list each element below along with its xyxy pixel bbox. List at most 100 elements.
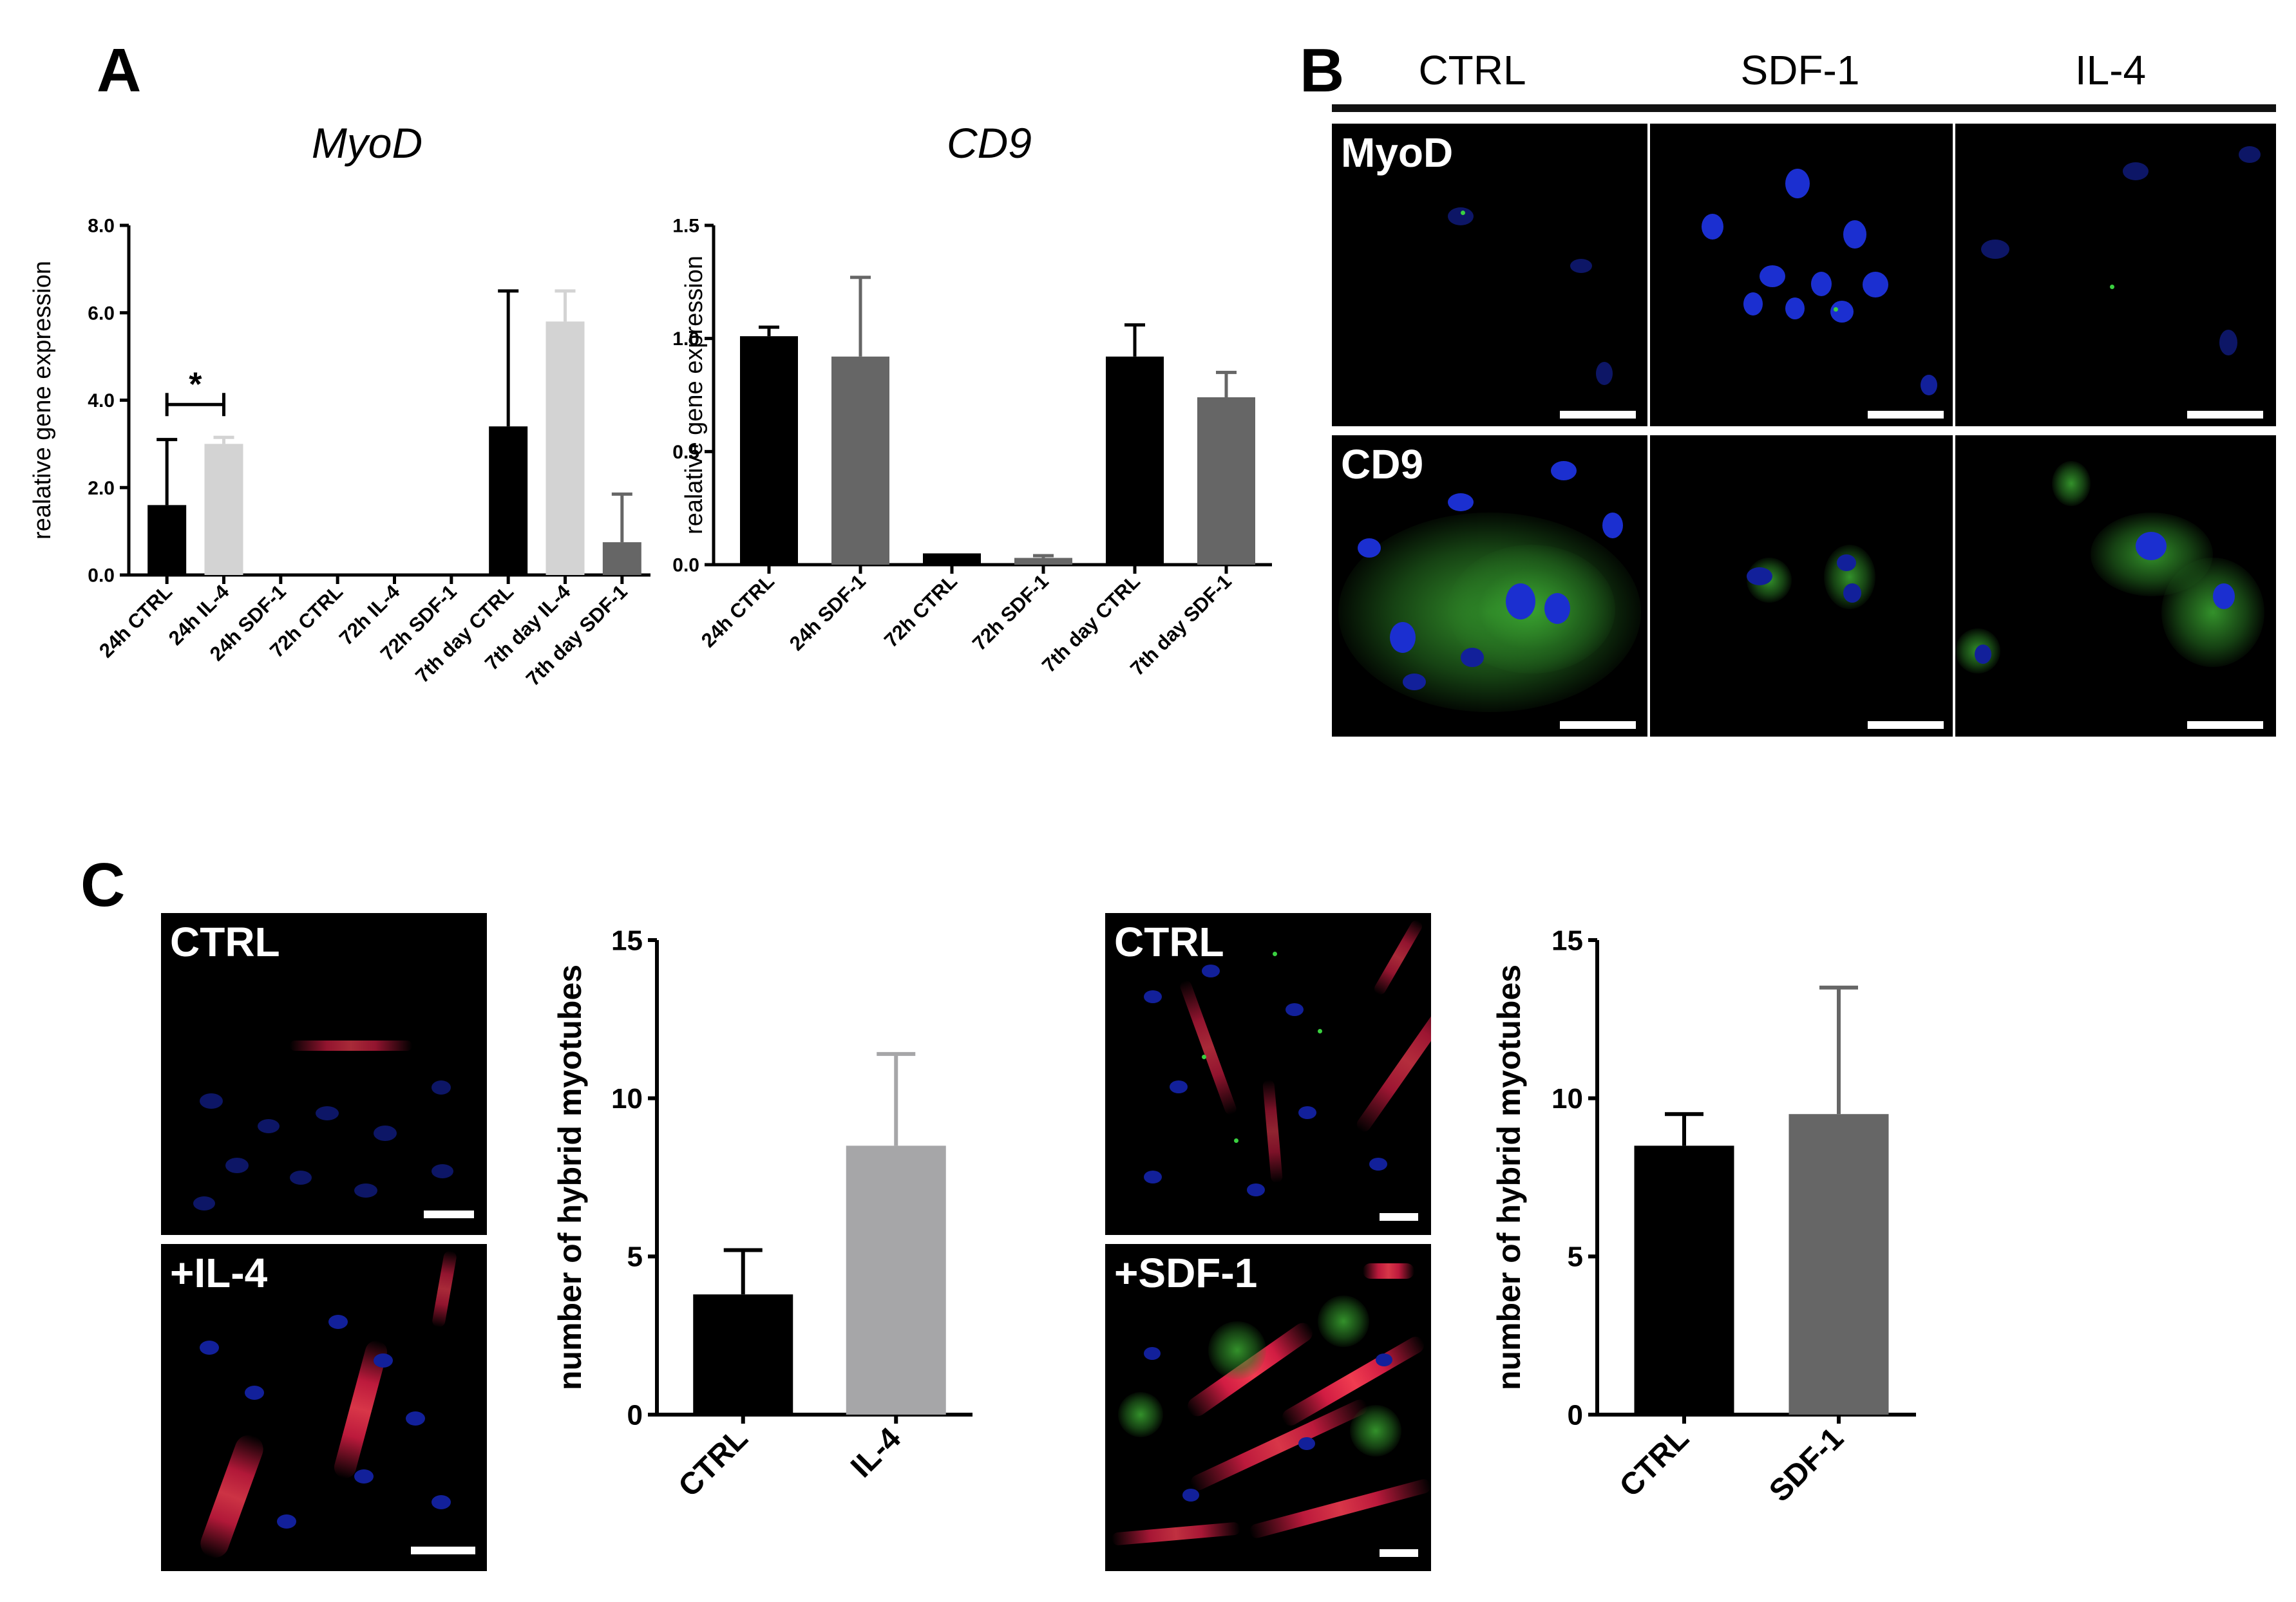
green-dot (1202, 1055, 1206, 1059)
myod-y-tick-label: 0.0 (88, 565, 115, 587)
il4-y-tick-label: 10 (611, 1083, 643, 1115)
nucleus (200, 1341, 219, 1355)
nucleus (1843, 220, 1866, 249)
nucleus (1785, 297, 1805, 319)
nucleus (193, 1196, 215, 1211)
nucleus (2239, 146, 2261, 163)
cd9-stain (2161, 558, 2264, 667)
nucleus (1975, 645, 1991, 664)
nucleus (245, 1386, 264, 1400)
nucleus (1760, 265, 1785, 287)
myotube (196, 1431, 267, 1562)
myotube (1354, 989, 1431, 1135)
cd9-y-axis-label: realative gene expression (681, 256, 708, 534)
micrograph-myod-sdf1 (1650, 124, 1953, 426)
nucleus (1448, 207, 1474, 225)
micrograph-c-sdf1: +SDF-1 (1105, 1244, 1431, 1571)
scale-bar (411, 1547, 475, 1554)
sdf1-y-tick-label: 0 (1568, 1399, 1583, 1431)
nucleus (1298, 1106, 1316, 1119)
micrograph-label: CTRL (1114, 919, 1224, 965)
scale-bar (424, 1211, 474, 1218)
nucleus (1785, 169, 1810, 198)
nucleus (1247, 1183, 1265, 1196)
nucleus (1506, 583, 1535, 619)
cd9-bar (1014, 558, 1072, 565)
myod-bar (204, 444, 243, 575)
cd9-category-label: 72h SDF-1 (968, 570, 1053, 655)
myotube (290, 1041, 412, 1051)
il4-category-label: CTRL (672, 1421, 755, 1503)
nucleus (277, 1514, 296, 1529)
myod-category-label: 7th day CTRL (411, 580, 518, 687)
nucleus (316, 1106, 339, 1120)
nucleus (1170, 1080, 1188, 1093)
nucleus (1144, 990, 1162, 1003)
micrograph-myod-ctrl: MyoD (1332, 124, 1647, 426)
nucleus (328, 1315, 348, 1329)
green-dot (1834, 307, 1838, 312)
micrograph-cd9-il4 (1955, 435, 2276, 737)
nucleus (1843, 583, 1861, 603)
cd9-bar (1197, 397, 1255, 565)
myod-significance-label: * (189, 366, 202, 403)
green-dot (2110, 285, 2114, 289)
sdf1-category-label: SDF-1 (1763, 1421, 1850, 1509)
cd9-bar (1106, 356, 1164, 565)
green-dot (1318, 1029, 1322, 1033)
scale-bar (1868, 411, 1944, 419)
nucleus (1448, 493, 1474, 511)
panelb-col-ctrl: CTRL (1418, 47, 1526, 93)
sdf1-category-label: CTRL (1613, 1421, 1696, 1503)
micrograph-label: CD9 (1341, 441, 1424, 487)
cd9-category-label: 72h CTRL (880, 570, 962, 652)
micrograph-c-ctrl-left: CTRL (161, 913, 487, 1235)
nucleus (1286, 1003, 1304, 1016)
il4-bar (693, 1294, 793, 1415)
nucleus (1570, 259, 1592, 273)
nucleus (1811, 272, 1832, 296)
sdf1-stain (1350, 1405, 1401, 1456)
nucleus (1202, 965, 1220, 977)
nucleus (2123, 162, 2149, 180)
cd9-bar (740, 336, 798, 565)
panel-letter-b: B (1300, 36, 1345, 105)
panelb-col-il4: IL-4 (2074, 47, 2147, 93)
il4-y-axis-label: number of hybrid myotubes (552, 965, 588, 1390)
myod-chart-title: MyoD (312, 119, 422, 167)
panel-letter-c: C (81, 851, 126, 919)
myotube (1248, 1477, 1431, 1540)
myotube (1178, 979, 1238, 1117)
nucleus (1358, 538, 1381, 558)
nucleus (1863, 272, 1888, 297)
panel-letter-a: A (97, 36, 142, 105)
myotube (1111, 1522, 1241, 1546)
myod-category-label: 24h CTRL (95, 580, 176, 662)
green-dot (1461, 211, 1465, 215)
nucleus (1747, 567, 1772, 585)
cd9-y-tick-label: 1.0 (672, 328, 699, 350)
micrograph-label: CTRL (170, 919, 280, 965)
nucleus (1182, 1489, 1199, 1502)
myod-y-tick-label: 2.0 (88, 478, 115, 499)
myotube (1262, 1079, 1283, 1183)
il4-category-label: IL-4 (844, 1421, 907, 1484)
myotube (1372, 918, 1425, 997)
myotube (1188, 1397, 1371, 1493)
nucleus (1830, 301, 1854, 323)
scale-bar (1380, 1213, 1418, 1221)
sdf1-y-tick-label: 10 (1551, 1083, 1583, 1115)
micrograph-c-ctrl-right: CTRL (1105, 913, 1431, 1235)
cd9-stain (2052, 461, 2091, 506)
sdf1-stain (1208, 1321, 1266, 1379)
scale-bar (1868, 721, 1944, 729)
nucleus (258, 1119, 280, 1133)
myod-y-tick-label: 6.0 (88, 303, 115, 324)
scale-bar (2187, 411, 2263, 419)
micrograph-myod-il4 (1955, 124, 2276, 426)
cd9-y-tick-label: 0.0 (672, 555, 699, 576)
nucleus (1369, 1158, 1387, 1171)
il4-y-tick-label: 0 (627, 1399, 643, 1431)
nucleus (2136, 532, 2167, 560)
myotube (431, 1250, 458, 1328)
